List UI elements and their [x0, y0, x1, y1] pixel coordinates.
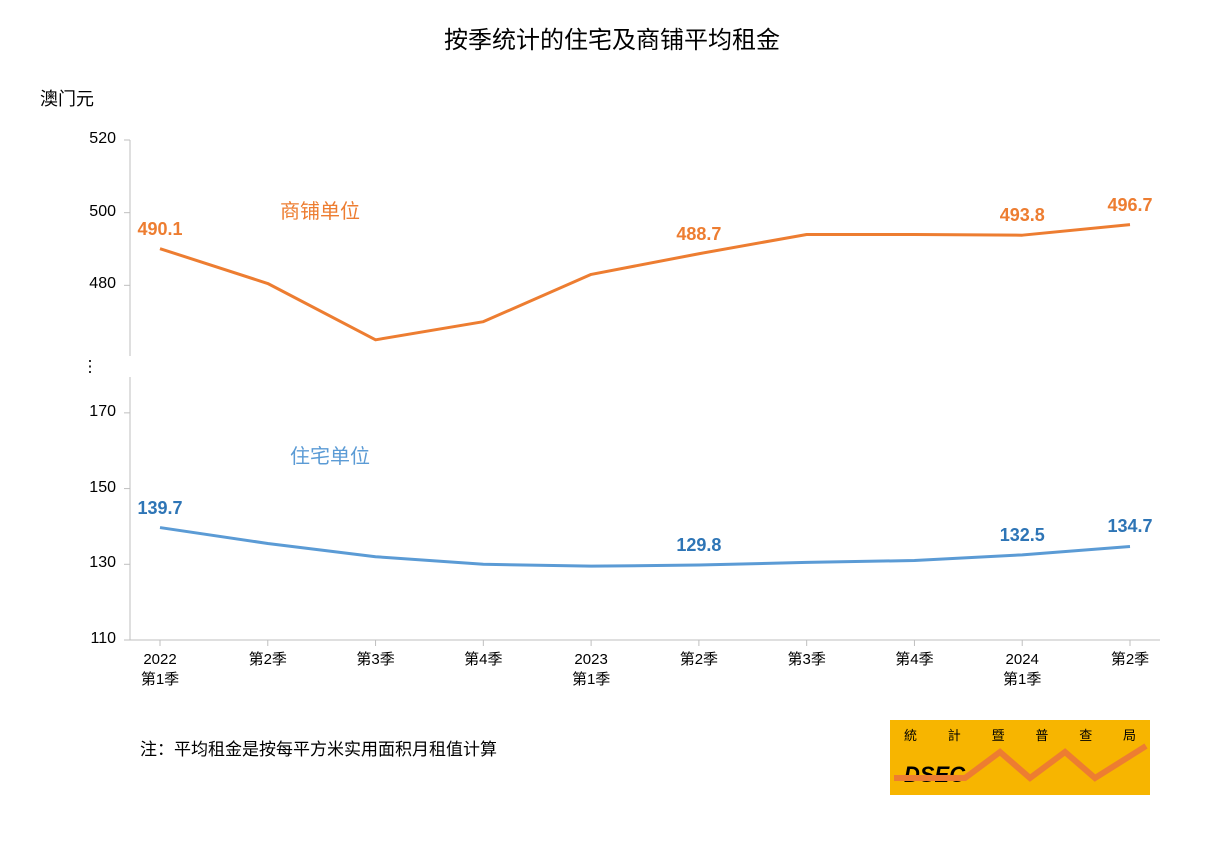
value-label-commercial: 493.8 — [982, 205, 1062, 226]
x-tick-label: 第2季 — [1080, 650, 1180, 670]
x-tick-label: 第4季 — [433, 650, 533, 670]
x-tick-label: 2023第1季 — [541, 650, 641, 689]
y-tick-label: 500 — [76, 203, 116, 221]
series-line-commercial — [160, 225, 1130, 340]
svg-text:⋮: ⋮ — [82, 359, 98, 376]
x-tick-label: 第2季 — [218, 650, 318, 670]
x-tick-label: 2024第1季 — [972, 650, 1072, 689]
y-tick-label: 150 — [76, 479, 116, 497]
y-tick-label: 520 — [76, 130, 116, 148]
value-label-residential: 134.7 — [1090, 516, 1170, 537]
series-label-commercial: 商铺单位 — [280, 195, 360, 224]
footnote: 注：平均租金是按每平方米实用面积月租值计算 — [140, 735, 497, 760]
y-tick-label: 130 — [76, 554, 116, 572]
value-label-commercial: 490.1 — [120, 219, 200, 240]
value-label-commercial: 488.7 — [659, 224, 739, 245]
x-tick-label: 2022第1季 — [110, 650, 210, 689]
y-tick-label: 480 — [76, 275, 116, 293]
dsec-wave-icon — [890, 742, 1150, 786]
value-label-commercial: 496.7 — [1090, 195, 1170, 216]
x-tick-label: 第4季 — [864, 650, 964, 670]
value-label-residential: 129.8 — [659, 535, 739, 556]
x-tick-label: 第3季 — [326, 650, 426, 670]
y-tick-label: 110 — [76, 630, 116, 648]
dsec-logo: 統計暨普查局 DSEC — [890, 720, 1150, 795]
x-tick-label: 第3季 — [757, 650, 857, 670]
y-tick-label: 170 — [76, 403, 116, 421]
x-tick-label: 第2季 — [649, 650, 749, 670]
value-label-residential: 139.7 — [120, 498, 200, 519]
series-label-residential: 住宅单位 — [290, 440, 370, 469]
value-label-residential: 132.5 — [982, 525, 1062, 546]
dsec-logo-top-text: 統計暨普查局 — [890, 720, 1150, 744]
